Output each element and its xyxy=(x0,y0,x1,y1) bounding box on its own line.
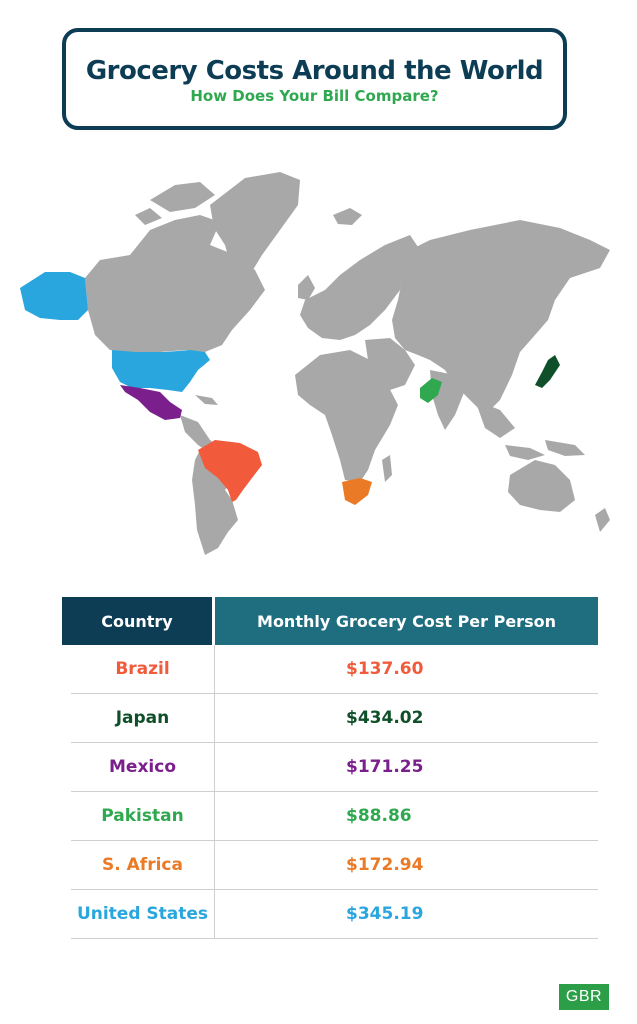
column-header-country: Country xyxy=(62,597,212,645)
arctic-islands-shape xyxy=(135,182,252,225)
country-cell: Brazil xyxy=(71,645,215,693)
country-cell: S. Africa xyxy=(71,841,215,889)
madagascar-shape xyxy=(382,455,392,482)
cost-cell: $88.86 xyxy=(346,806,412,826)
middle-east-shape xyxy=(365,338,415,390)
country-cell: Pakistan xyxy=(71,792,215,840)
new-guinea-shape xyxy=(545,440,585,456)
grocery-cost-table: Country Monthly Grocery Cost Per Person … xyxy=(62,597,598,939)
country-cell: United States xyxy=(71,890,215,938)
brazil-shape xyxy=(198,440,262,502)
africa-shape xyxy=(295,350,398,482)
iceland-shape xyxy=(333,208,362,225)
page-subtitle: How Does Your Bill Compare? xyxy=(190,87,439,105)
world-map xyxy=(20,172,610,555)
table-row: United States $345.19 xyxy=(71,890,598,939)
cost-cell: $171.25 xyxy=(346,757,424,777)
uk-shape xyxy=(298,275,315,300)
world-landmass xyxy=(85,172,610,555)
pakistan-shape xyxy=(420,378,442,403)
title-box: Grocery Costs Around the World How Does … xyxy=(62,28,567,130)
south-africa-shape xyxy=(342,478,372,505)
australia-shape xyxy=(508,460,575,512)
gbr-logo: GBR xyxy=(559,984,609,1010)
table-row: S. Africa $172.94 xyxy=(71,841,598,890)
cost-cell: $345.19 xyxy=(346,904,424,924)
table-body: Brazil $137.60 Japan $434.02 Mexico $171… xyxy=(62,645,598,939)
united-states-shape xyxy=(112,350,210,392)
cost-cell: $137.60 xyxy=(346,659,424,679)
canada-shape xyxy=(85,215,265,352)
country-cell: Japan xyxy=(71,694,215,742)
table-header: Country Monthly Grocery Cost Per Person xyxy=(62,597,598,645)
mexico-shape xyxy=(120,385,182,420)
page-title: Grocery Costs Around the World xyxy=(85,56,544,86)
cost-cell: $172.94 xyxy=(346,855,424,875)
cost-cell: $434.02 xyxy=(346,708,424,728)
new-zealand-shape xyxy=(595,508,610,532)
caribbean-shape xyxy=(195,395,218,405)
column-header-cost: Monthly Grocery Cost Per Person xyxy=(212,597,598,645)
table-row: Brazil $137.60 xyxy=(71,645,598,694)
southeast-asia-shape xyxy=(475,400,545,460)
greenland-shape xyxy=(210,172,300,278)
alaska-shape xyxy=(20,272,88,320)
asia-shape xyxy=(392,220,610,415)
country-cell: Mexico xyxy=(71,743,215,791)
table-row: Pakistan $88.86 xyxy=(71,792,598,841)
japan-shape xyxy=(535,355,560,388)
table-row: Japan $434.02 xyxy=(71,694,598,743)
table-row: Mexico $171.25 xyxy=(71,743,598,792)
europe-shape xyxy=(300,235,420,340)
